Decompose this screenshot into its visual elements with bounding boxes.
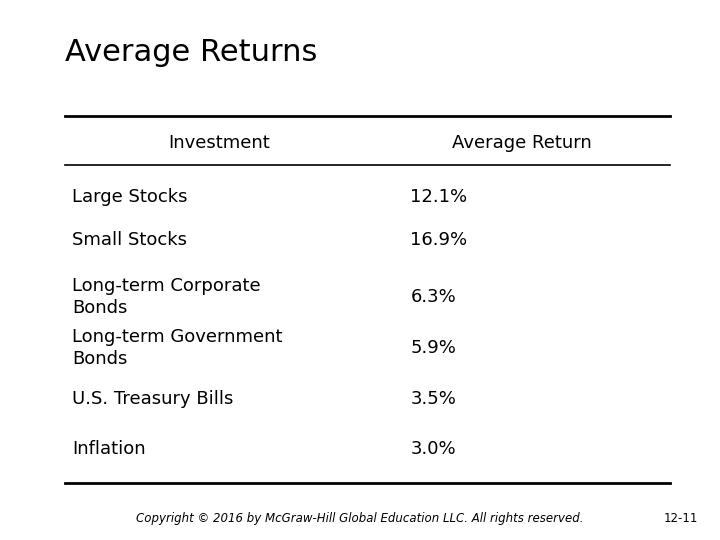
Text: 5.9%: 5.9%	[410, 339, 456, 357]
Text: 6.3%: 6.3%	[410, 288, 456, 306]
Text: Small Stocks: Small Stocks	[72, 231, 187, 249]
Text: 3.0%: 3.0%	[410, 440, 456, 458]
Text: Long-term Corporate
Bonds: Long-term Corporate Bonds	[72, 277, 261, 317]
Text: Long-term Government
Bonds: Long-term Government Bonds	[72, 328, 282, 368]
Text: Investment: Investment	[168, 134, 271, 152]
Text: Average Returns: Average Returns	[65, 38, 318, 67]
Text: Inflation: Inflation	[72, 440, 145, 458]
Text: 12-11: 12-11	[664, 512, 698, 525]
Text: 3.5%: 3.5%	[410, 389, 456, 408]
Text: Average Return: Average Return	[452, 134, 592, 152]
Text: Large Stocks: Large Stocks	[72, 188, 187, 206]
Text: U.S. Treasury Bills: U.S. Treasury Bills	[72, 389, 233, 408]
Text: Copyright © 2016 by McGraw-Hill Global Education LLC. All rights reserved.: Copyright © 2016 by McGraw-Hill Global E…	[136, 512, 584, 525]
Text: 12.1%: 12.1%	[410, 188, 467, 206]
Text: 16.9%: 16.9%	[410, 231, 467, 249]
